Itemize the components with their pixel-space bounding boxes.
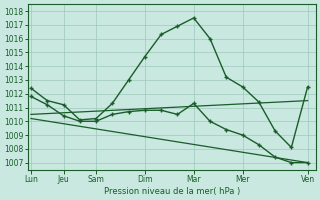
X-axis label: Pression niveau de la mer( hPa ): Pression niveau de la mer( hPa ): [104, 187, 240, 196]
